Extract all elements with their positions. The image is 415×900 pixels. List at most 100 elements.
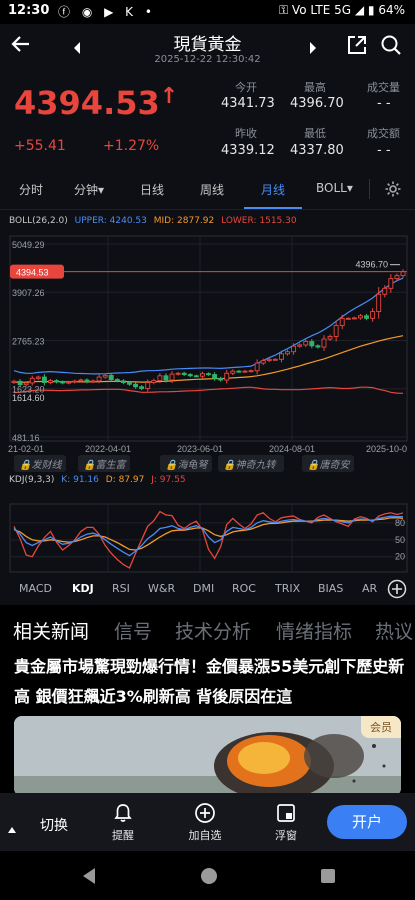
candle-body <box>163 375 169 381</box>
kdj-y-tick-label: 80 <box>395 518 405 528</box>
prev-instrument-icon[interactable] <box>72 36 82 60</box>
candle-body <box>60 381 66 384</box>
candle-body <box>175 372 181 375</box>
active-tab-underline <box>244 207 302 209</box>
candle-body <box>254 362 260 372</box>
tab-signals[interactable]: 信号 <box>114 621 153 643</box>
open-account-button[interactable]: 开户 <box>327 805 407 839</box>
candle-body <box>260 360 266 364</box>
indicator-tabs: MACD KDJ RSI W&R DMI ROC TRIX BIAS AR <box>0 575 415 605</box>
switch-button[interactable]: 切换 <box>40 818 68 834</box>
member-badge: 会员 <box>361 716 401 738</box>
tab-wr[interactable]: W&R <box>148 582 176 595</box>
tab-kdj[interactable]: KDJ <box>72 582 94 595</box>
back-arrow-icon[interactable] <box>10 33 32 60</box>
candle-body <box>400 271 406 277</box>
tab-intraday[interactable]: 分时 <box>19 183 44 197</box>
status-bar: 12:30 ⓕ ◉ ▶ K • ⚿ Vo LTE 5G ◢ ▮ 64% <box>0 0 415 24</box>
candle-body <box>364 315 369 319</box>
x-tick-label: 2023-06-01 <box>177 444 223 454</box>
share-icon[interactable] <box>346 34 368 61</box>
price-chart[interactable]: 5049.29 3907.26 2765.23 1623.20 481.1621-02-… <box>0 210 415 785</box>
price-change-pct: +1.27% <box>103 138 160 154</box>
add-indicator-plus-icon[interactable] <box>387 579 407 603</box>
kdj-pane-frame <box>9 503 408 573</box>
watchlist-label: 加自选 <box>188 829 222 842</box>
x-tick-label: 2025-10-0 <box>366 444 407 454</box>
stat-label-turnover: 成交额 <box>367 127 400 140</box>
boll-upper-name: UPPER <box>74 216 104 226</box>
candle-body <box>84 379 90 383</box>
candle-body <box>199 373 205 377</box>
tab-daily[interactable]: 日线 <box>140 183 165 197</box>
signal-tag-box <box>302 455 354 472</box>
candle-body <box>187 374 193 377</box>
boll-lower-line <box>13 386 404 394</box>
kdj-y-tick-label: 50 <box>395 535 405 545</box>
x-tick-label: 21-02-01 <box>8 444 44 454</box>
nav-back-icon[interactable] <box>81 867 97 889</box>
tab-sentiment[interactable]: 情绪指标 <box>276 621 353 643</box>
main-pane-frame <box>9 235 408 442</box>
x-tick-label: 2022-04-01 <box>85 444 131 454</box>
explosion-image <box>14 716 401 796</box>
y-tick-label: 5049.29 <box>12 240 45 250</box>
candle-body <box>297 344 303 347</box>
tab-monthly[interactable]: 月线 <box>261 183 286 197</box>
candle-body <box>54 380 59 383</box>
tab-minute[interactable]: 分钟▾ <box>74 183 105 197</box>
candle-body <box>224 372 230 381</box>
nav-recents-icon[interactable] <box>320 868 336 888</box>
tab-weekly[interactable]: 周线 <box>200 183 225 197</box>
tab-dmi[interactable]: DMI <box>193 582 215 595</box>
boll-mid-name: MID <box>153 216 172 226</box>
signal-tag-box <box>160 455 212 472</box>
search-icon[interactable] <box>380 34 402 61</box>
tab-roc[interactable]: ROC <box>232 582 256 595</box>
tab-bias[interactable]: BIAS <box>318 582 344 595</box>
candle-body <box>72 380 78 383</box>
tab-rsi[interactable]: RSI <box>112 582 130 595</box>
stat-label-open: 今开 <box>235 81 257 94</box>
candle-body <box>242 370 248 373</box>
candle-body <box>315 345 321 348</box>
stat-label-prev-close: 昨收 <box>235 127 257 140</box>
tab-related-news[interactable]: 相关新闻 <box>13 621 90 643</box>
price-change: +55.41 <box>14 138 66 154</box>
tab-hot-discussion[interactable]: 热议 <box>375 621 414 643</box>
candle-body <box>35 376 41 379</box>
add-watchlist-button[interactable]: 加自选 <box>184 802 226 843</box>
status-time: 12:30 <box>8 3 50 18</box>
alert-button[interactable]: 提醒 <box>105 802 141 843</box>
add-circle-icon <box>195 803 215 823</box>
news-tabs: 相关新闻 信号 技术分析 情绪指标 热议 <box>0 605 415 647</box>
boll-legend: BOLL(26,2.0) UPPER: 4240.53 MID: 2877.92… <box>9 216 297 226</box>
y-tick-label: 2765.23 <box>12 336 45 346</box>
tab-boll[interactable]: BOLL▾ <box>316 181 353 195</box>
candle-body <box>78 379 84 382</box>
page-title: 現貨黃金 <box>173 35 242 55</box>
chart-settings-gear-icon[interactable] <box>384 180 402 202</box>
candle-body <box>388 278 394 289</box>
stat-label-volume: 成交量 <box>367 81 400 94</box>
tab-ar[interactable]: AR <box>362 582 378 595</box>
float-window-button[interactable]: 浮窗 <box>268 802 304 843</box>
next-instrument-icon[interactable] <box>308 36 318 60</box>
expand-up-caret-icon[interactable] <box>7 819 17 838</box>
news-headline[interactable]: 貴金屬市場驚現勁爆行情！金價暴漲55美元創下歷史新高 銀價狂飆近3%刷新高 背後… <box>14 657 405 706</box>
nav-home-icon[interactable] <box>200 867 218 889</box>
tab-trix[interactable]: TRIX <box>275 582 301 595</box>
news-thumbnail[interactable]: 会员 <box>14 716 401 796</box>
kdj-k-value: 91.16 <box>73 475 99 485</box>
tab-technical-analysis[interactable]: 技术分析 <box>175 621 252 643</box>
candle-body <box>114 379 120 382</box>
chart-area[interactable]: BOLL(26,2.0) UPPER: 4240.53 MID: 2877.92… <box>0 210 415 605</box>
stat-value-prev-close: 4339.12 <box>221 143 275 158</box>
float-window-icon <box>277 804 295 822</box>
candle-body <box>230 370 236 374</box>
tab-macd[interactable]: MACD <box>19 582 52 595</box>
candle-body <box>102 374 108 378</box>
kdj-d-value: 87.97 <box>118 475 145 485</box>
y-tick-label: 1623.20 <box>12 385 45 395</box>
float-window-label: 浮窗 <box>275 829 297 842</box>
